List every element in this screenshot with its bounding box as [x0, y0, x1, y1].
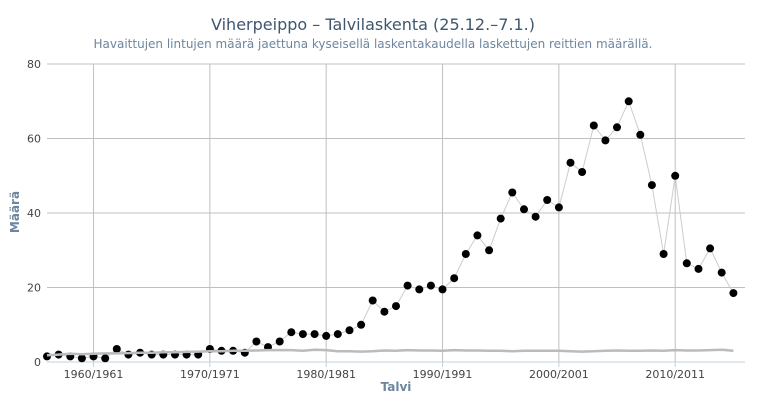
- data-point: [485, 246, 494, 255]
- data-point: [647, 181, 656, 190]
- data-point: [403, 281, 412, 290]
- data-point: [461, 250, 470, 258]
- data-point: [659, 250, 668, 258]
- data-point: [112, 345, 121, 353]
- data-point: [473, 231, 482, 240]
- data-point: [380, 307, 389, 316]
- series-observed: [43, 97, 738, 363]
- data-point: [729, 289, 738, 298]
- data-point: [298, 330, 307, 339]
- data-point: [624, 97, 633, 106]
- x-tick-label: 1990/1991: [413, 368, 473, 381]
- data-point: [77, 354, 86, 363]
- x-tick-label: 1980/1981: [296, 368, 356, 381]
- data-point: [578, 168, 587, 176]
- data-point: [450, 274, 459, 283]
- data-point: [333, 330, 342, 339]
- data-point: [426, 281, 435, 290]
- data-point: [508, 188, 517, 197]
- data-point: [252, 337, 261, 346]
- data-point: [496, 214, 505, 223]
- y-axis-title: Määrä: [8, 191, 22, 233]
- y-tick-labels: 0 20 40 60 80: [27, 58, 41, 369]
- data-point: [706, 244, 715, 253]
- series-line: [46, 348, 734, 357]
- x-tick-labels: 1960/1961 1970/1971 1980/1981 1990/1991 2000…: [64, 368, 705, 381]
- data-point: [694, 264, 703, 273]
- x-tick-label: 1970/1971: [180, 368, 240, 381]
- data-point: [636, 130, 645, 139]
- data-point: [415, 285, 424, 294]
- data-point: [613, 123, 621, 132]
- grid: [47, 63, 745, 362]
- data-point: [322, 331, 331, 340]
- data-point: [275, 337, 284, 346]
- data-point: [543, 196, 552, 204]
- data-point: [531, 212, 540, 221]
- data-point: [310, 330, 319, 339]
- series-line: [46, 99, 734, 359]
- chart-subtitle: Havaittujen lintujen määrä jaettuna kyse…: [94, 37, 653, 51]
- data-point: [554, 203, 563, 212]
- axes: [47, 361, 745, 367]
- data-point: [566, 158, 575, 167]
- data-point: [717, 268, 726, 277]
- data-point: [671, 171, 680, 180]
- y-tick-label: 80: [27, 58, 41, 71]
- x-axis-title: Talvi: [381, 380, 412, 394]
- data-point: [357, 320, 366, 329]
- data-point: [287, 328, 296, 337]
- series-reference: [46, 348, 734, 357]
- data-point: [43, 352, 51, 361]
- x-tick-label: 2000/2001: [529, 368, 589, 381]
- data-point: [101, 354, 110, 363]
- y-tick-label: 40: [27, 207, 41, 220]
- x-tick-label: 1960/1961: [64, 368, 124, 381]
- y-tick-label: 0: [34, 356, 41, 369]
- data-point: [520, 205, 528, 214]
- data-point: [368, 296, 377, 305]
- data-point: [601, 136, 610, 145]
- data-point: [438, 285, 447, 294]
- x-tick-label: 2010/2011: [645, 368, 705, 381]
- data-point: [345, 326, 354, 335]
- y-tick-label: 60: [27, 133, 41, 146]
- data-point: [682, 259, 691, 268]
- data-point: [589, 121, 598, 130]
- chart-title: Viherpeippo – Talvilaskenta (25.12.–7.1.…: [211, 15, 535, 34]
- y-tick-label: 20: [27, 282, 41, 295]
- data-point: [392, 302, 400, 311]
